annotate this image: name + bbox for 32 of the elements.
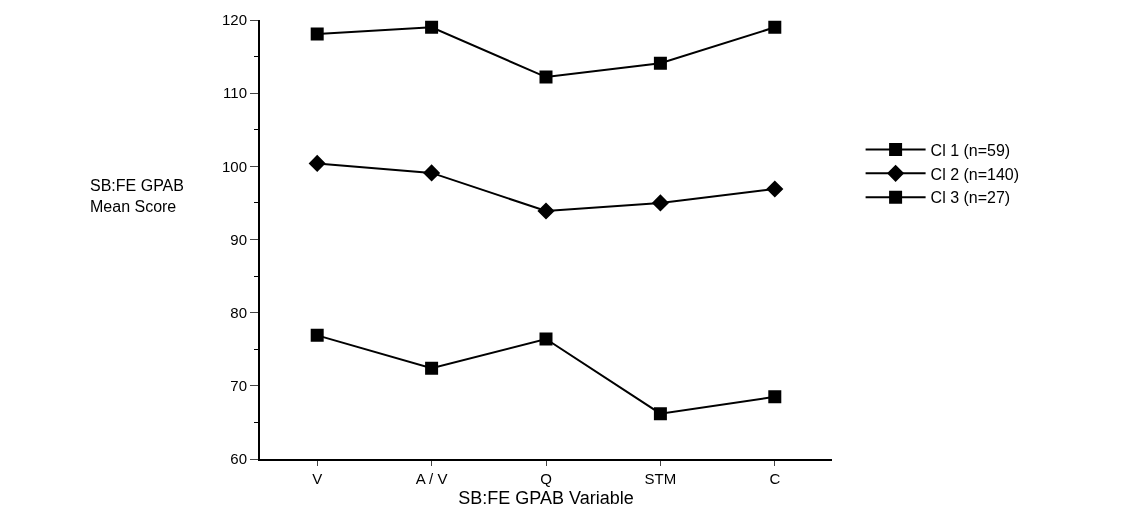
point (425, 20, 439, 34)
y-tick-label: 80 (230, 303, 247, 321)
legend-label: Cl 3 (n=27) (930, 189, 1011, 207)
point (768, 390, 782, 404)
y-tick-label: 90 (230, 230, 247, 248)
point (539, 332, 553, 346)
point (653, 407, 667, 421)
y-tick-label: 110 (223, 84, 247, 102)
point (310, 27, 324, 41)
x-tick-label: Q (540, 470, 552, 487)
point (537, 202, 555, 220)
point (768, 20, 782, 34)
point (766, 180, 783, 198)
x-tick-label: STM (644, 470, 677, 487)
x-tick-label: V (312, 470, 323, 487)
x-tick-label: A / V (415, 470, 448, 487)
y-tick-label: 70 (230, 377, 247, 395)
point (539, 70, 553, 84)
x-axis-title: SB:FE GPAB Variable (458, 487, 634, 508)
point (653, 56, 667, 70)
point (310, 328, 324, 342)
y-tick-label: 100 (221, 157, 247, 175)
y-tick-label: 60 (230, 450, 247, 468)
point (309, 155, 326, 172)
point (425, 361, 439, 375)
legend-label: Cl 2 (n=140) (930, 165, 1020, 183)
legend-label: Cl 1 (n=59) (930, 141, 1011, 159)
point (652, 194, 669, 212)
y-tick-label: 120 (221, 11, 247, 29)
x-tick-label: C (769, 470, 781, 487)
y-axis-title: SB:FE GPAB Mean Score (90, 177, 184, 215)
point (423, 164, 440, 182)
